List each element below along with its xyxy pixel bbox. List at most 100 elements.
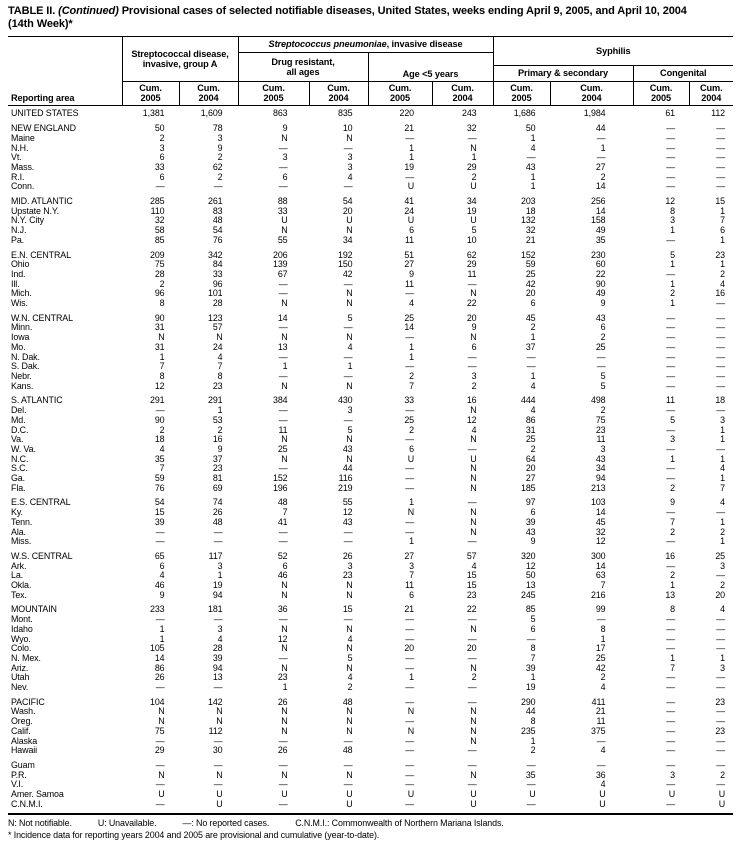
reporting-area-cell: R.I. [11, 171, 25, 182]
value-cell: 16 [179, 434, 238, 445]
value-text: 3 [159, 142, 165, 153]
value-cell: 27 [550, 161, 633, 173]
reporting-area-cell: Idaho [11, 623, 33, 634]
table-row: Hawaii 29 30 26 48— —2 4— — [8, 746, 733, 756]
value-text: 43 [595, 453, 606, 464]
value-text: — [716, 370, 726, 381]
value-text: — [666, 405, 676, 416]
value-cell: 4 [179, 352, 238, 363]
cum-label: Cum. [262, 82, 285, 93]
reporting-area-cell: N.Y. City [11, 215, 44, 226]
value-cell: 17 [550, 644, 633, 654]
value-text: N [281, 662, 288, 673]
value-text: 139 [273, 259, 288, 270]
value-cell: 12 [493, 561, 550, 572]
value-text: — [526, 351, 536, 362]
value-text: — [596, 132, 606, 143]
value-text: 6 [159, 152, 165, 163]
value-text: 81 [212, 473, 223, 484]
value-text: — [666, 725, 676, 736]
value-text: 2 [720, 526, 726, 537]
value-text: 99 [595, 604, 606, 615]
value-cell: — [432, 614, 493, 625]
pneumoniae-rest-label: , invasive disease [386, 39, 463, 50]
value-cell: — [122, 537, 179, 547]
value-text: 75 [154, 725, 165, 736]
value-text: 3 [217, 560, 223, 571]
value-cell: 233 [122, 600, 179, 615]
value-text: — [405, 745, 415, 756]
value-text: — [343, 526, 353, 537]
value-cell: — [179, 780, 238, 790]
value-text: 62 [212, 161, 223, 172]
value-cell: 3 [309, 561, 368, 572]
value-cell: 13 [493, 580, 550, 591]
value-text: N [470, 526, 477, 537]
value-cell: 4 [493, 143, 550, 154]
value-cell: 2 [122, 425, 179, 436]
value-text: 5 [471, 225, 477, 236]
value-cell: N [432, 434, 493, 445]
value-text: 11 [405, 580, 415, 591]
value-text: 94 [212, 662, 223, 673]
value-text: 26 [342, 550, 353, 561]
value-cell: 26 [309, 547, 368, 562]
value-cell: N [179, 770, 238, 781]
value-cell: U [432, 216, 493, 226]
value-text: — [716, 332, 726, 343]
table-row: Wis. 8 28 N N 4 22 6 9 1— [8, 298, 733, 309]
value-text: — [716, 161, 726, 172]
value-text: 6 [409, 443, 415, 454]
value-text: — [155, 536, 165, 547]
value-text: — [155, 760, 165, 770]
value-cell: 20 [493, 289, 550, 299]
value-text: 51 [404, 249, 415, 260]
value-cell: — [238, 352, 309, 363]
value-text: — [716, 779, 726, 790]
reporting-area-cell: Del. [11, 405, 27, 416]
reporting-area-cell: E.S. CENTRAL [11, 497, 71, 508]
value-text: 11 [405, 278, 415, 289]
value-text: 10 [342, 123, 353, 134]
value-text: 43 [595, 312, 606, 323]
value-cell: 181 [179, 600, 238, 615]
value-cell: — [689, 362, 733, 372]
value-text: — [596, 152, 606, 163]
value-cell: 28 [122, 269, 179, 280]
value-text: 54 [212, 225, 223, 236]
value-cell: 3 [179, 560, 238, 572]
table-row: Mo. 31 24 13 4 1 6 37 25— — [8, 342, 733, 353]
value-cell: — [368, 682, 432, 693]
value-text: 291 [149, 395, 165, 406]
value-text: 27 [595, 161, 606, 172]
reporting-area-cell: UNITED STATES [11, 108, 79, 119]
value-text: 101 [207, 288, 223, 299]
value-text: — [278, 142, 288, 153]
value-text: 48 [342, 696, 353, 707]
value-cell: 1 [689, 205, 733, 217]
value-cell: — [550, 736, 633, 747]
value-text: 50 [525, 570, 536, 581]
value-text: — [666, 443, 676, 454]
value-text: 41 [404, 196, 415, 207]
value-text: 1 [670, 225, 676, 236]
value-text: 1 [282, 682, 288, 693]
value-cell: — [689, 172, 733, 183]
value-text: U [718, 789, 726, 800]
value-cell: 85 [493, 600, 550, 615]
value-cell: 290 [493, 693, 550, 708]
value-text: U [470, 453, 477, 464]
value-text: N [346, 769, 353, 780]
value-cell: — [238, 614, 309, 625]
value-text: 15 [715, 196, 726, 207]
value-cell: 1 [238, 682, 309, 693]
reporting-area-cell: Oreg. [11, 716, 33, 727]
value-cell: 104 [122, 693, 179, 708]
value-cell: 96 [179, 279, 238, 290]
value-text: — [666, 123, 676, 134]
value-cell: 12 [238, 634, 309, 645]
value-text: — [343, 760, 353, 770]
value-text: 1 [720, 205, 726, 216]
value-text: 104 [149, 696, 165, 707]
value-cell: 5 [633, 415, 689, 426]
